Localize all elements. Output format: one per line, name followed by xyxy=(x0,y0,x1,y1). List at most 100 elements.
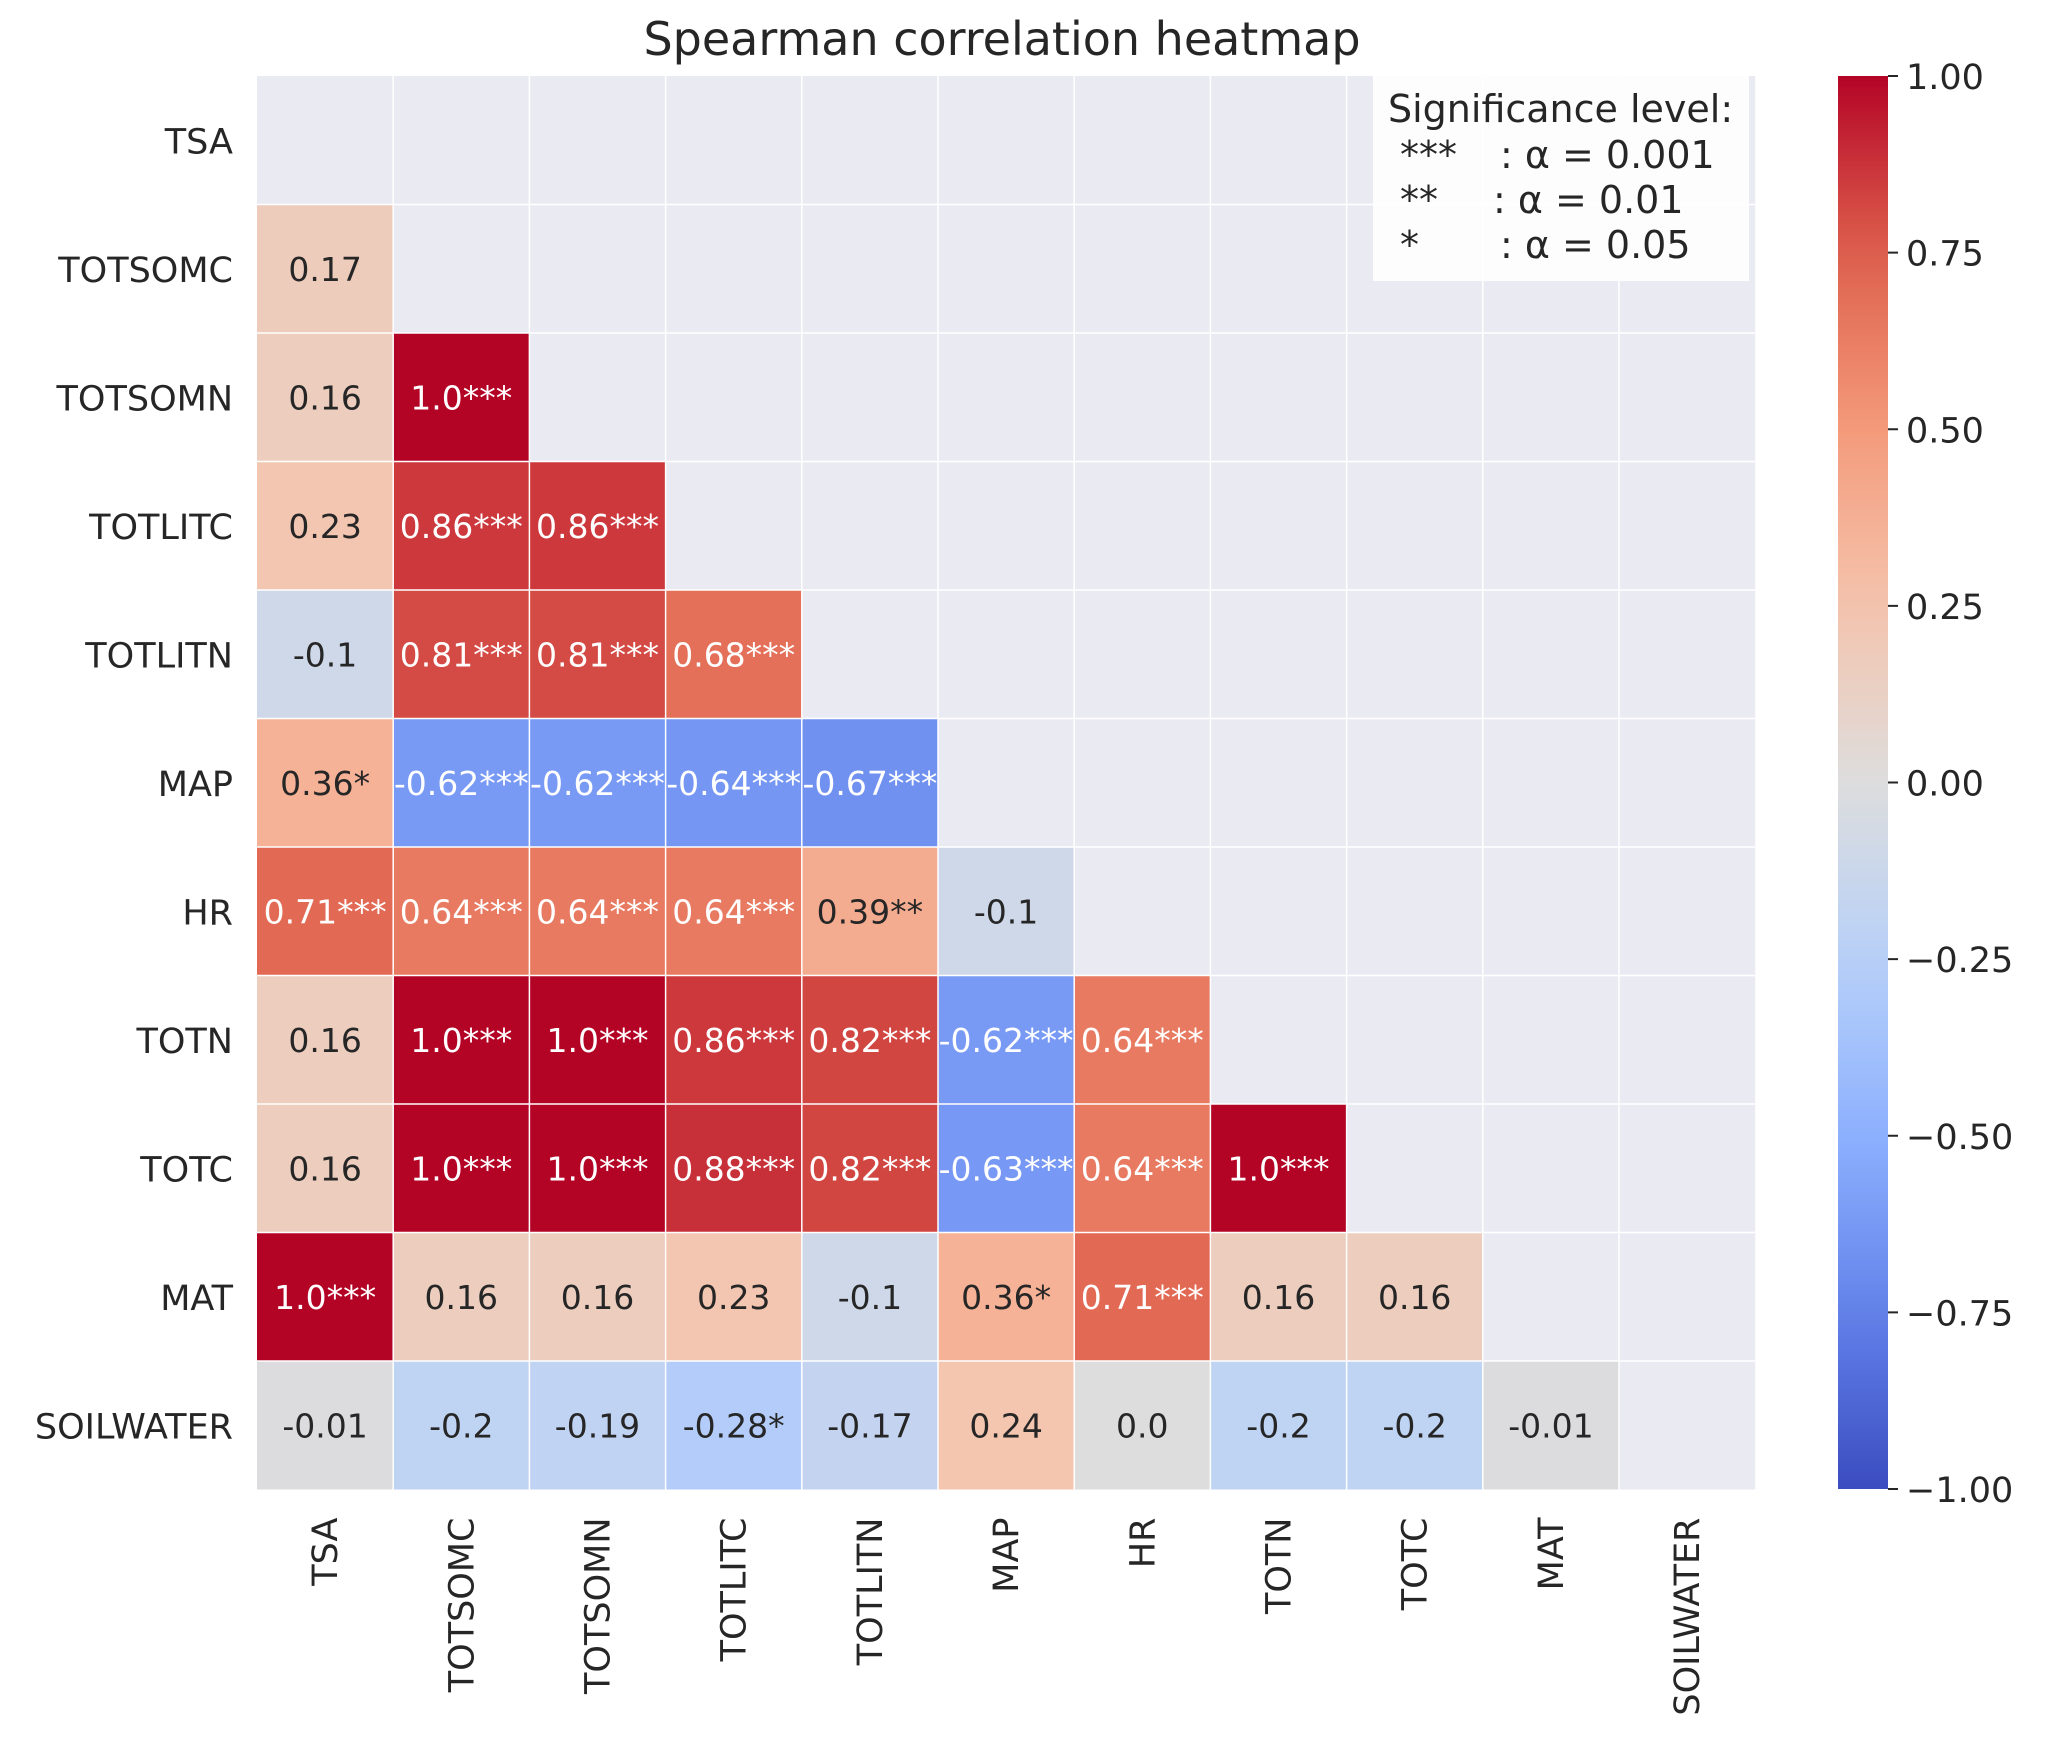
heatmap-cell-totn-hr xyxy=(1074,975,1211,1104)
x-tick-label-totn: TOTN xyxy=(1260,1518,1300,1616)
x-tick-label-totlitn: TOTLITN xyxy=(851,1518,891,1667)
heatmap-cell-map-totlitn xyxy=(801,718,938,847)
cell-label-hr-totlitn: 0.39** xyxy=(817,892,923,931)
colorbar-tick-label: 0.25 xyxy=(1906,588,1984,628)
legend-stars-2: ** xyxy=(1400,178,1438,222)
colorbar-gradient xyxy=(1838,76,1888,1489)
cell-label-soilwater-totsomn: -0.19 xyxy=(555,1406,640,1445)
colorbar-tick-label: 0.50 xyxy=(1906,411,1984,451)
cell-label-soilwater-map: 0.24 xyxy=(969,1406,1042,1445)
heatmap-cell-totc-totlitn xyxy=(801,1104,938,1233)
cell-label-totn-tsa: 0.16 xyxy=(288,1021,361,1060)
cell-label-hr-map: -0.1 xyxy=(974,892,1038,931)
y-tick-label-totlitn: TOTLITN xyxy=(84,636,233,676)
cell-label-soilwater-totsomc: -0.2 xyxy=(429,1406,493,1445)
heatmap-cell-soilwater-totlitn xyxy=(801,1361,938,1490)
y-axis-tick-labels: TSA TOTSOMC TOTSOMN TOTLITC TOTLITN MAP HR TOTN… xyxy=(35,122,234,1447)
cell-label-totc-hr: 0.64*** xyxy=(1081,1149,1204,1188)
heatmap-cell-map-totsomn xyxy=(529,718,666,847)
x-tick-label-totsomn: TOTSOMN xyxy=(579,1518,619,1695)
cell-label-totlitc-totsomc: 0.86*** xyxy=(400,507,523,546)
cell-label-map-totlitc: -0.64*** xyxy=(666,764,801,803)
colorbar: 1.00 0.75 0.50 0.25 0.00 −0.25 −0.50 −0.75 −1.00 xyxy=(1838,58,2013,1511)
heatmap-cell-soilwater-tsa xyxy=(257,1361,394,1490)
heatmap-cell-totn-totsomn xyxy=(529,975,666,1104)
y-tick-label-totsomn: TOTSOMN xyxy=(56,379,233,419)
x-tick-label-tsa: TSA xyxy=(306,1517,346,1586)
legend-stars-1: *** xyxy=(1400,133,1457,177)
colorbar-tick-label: −1.00 xyxy=(1906,1471,2013,1511)
heatmap-cell-totc-map xyxy=(938,1104,1075,1233)
cell-label-totc-totn: 1.0*** xyxy=(1228,1149,1330,1188)
cell-label-totn-hr: 0.64*** xyxy=(1081,1021,1204,1060)
heatmap-cell-hr-totlitc xyxy=(665,847,802,976)
colorbar-tick-label: 0.75 xyxy=(1906,235,1984,275)
cell-label-mat-totsomc: 0.16 xyxy=(425,1278,498,1317)
cell-label-totc-tsa: 0.16 xyxy=(288,1149,361,1188)
heatmap-cell-totsomn-totsomc xyxy=(393,333,530,462)
cell-label-mat-totsomn: 0.16 xyxy=(561,1278,634,1317)
heatmap-cell-totc-totsomn xyxy=(529,1104,666,1233)
cell-label-soilwater-tsa: -0.01 xyxy=(282,1406,367,1445)
y-tick-label-map: MAP xyxy=(158,765,233,805)
colorbar-tick-label: −0.50 xyxy=(1906,1118,2013,1158)
heatmap-cell-totn-map xyxy=(938,975,1075,1104)
heatmap-cell-mat-map xyxy=(938,1232,1075,1361)
y-tick-label-totsomc: TOTSOMC xyxy=(57,251,233,291)
heatmap-cell-totn-totlitn xyxy=(801,975,938,1104)
heatmap-cells xyxy=(257,76,1756,1490)
heatmap-cell-mat-totlitc xyxy=(665,1232,802,1361)
cell-label-soilwater-totc: -0.2 xyxy=(1383,1406,1447,1445)
heatmap-cell-totc-totn xyxy=(1210,1104,1347,1233)
heatmap-cell-soilwater-totsomn xyxy=(529,1361,666,1490)
cell-label-map-totsomn: -0.62*** xyxy=(530,764,665,803)
heatmap-cell-map-totsomc xyxy=(393,718,530,847)
x-tick-label-mat: MAT xyxy=(1532,1517,1572,1590)
y-tick-label-tsa: TSA xyxy=(164,122,233,162)
cell-label-hr-totsomn: 0.64*** xyxy=(536,892,659,931)
cell-label-totlitn-totsomn: 0.81*** xyxy=(536,635,659,674)
y-tick-label-totn: TOTN xyxy=(136,1022,234,1062)
cell-label-totn-totlitc: 0.86*** xyxy=(672,1021,795,1060)
heatmap-cell-mat-totsomn xyxy=(529,1232,666,1361)
y-tick-label-totc: TOTC xyxy=(139,1150,233,1190)
cell-label-mat-tsa: 1.0*** xyxy=(274,1278,376,1317)
heatmap-cell-totc-totlitc xyxy=(665,1104,802,1233)
heatmap-cell-totlitn-tsa xyxy=(257,590,394,719)
legend-text-1: : α = 0.001 xyxy=(1500,133,1715,177)
x-tick-label-totc: TOTC xyxy=(1396,1518,1436,1612)
cell-label-soilwater-hr: 0.0 xyxy=(1116,1406,1168,1445)
cell-label-hr-totlitc: 0.64*** xyxy=(672,892,795,931)
legend-text-3: : α = 0.05 xyxy=(1500,223,1691,267)
heatmap-cell-hr-totsomc xyxy=(393,847,530,976)
cell-label-totsomn-tsa: 0.16 xyxy=(288,378,361,417)
cell-label-totc-totsomn: 1.0*** xyxy=(547,1149,649,1188)
significance-legend: Significance level: *** : α = 0.001 ** :… xyxy=(1373,76,1749,281)
heatmap-cell-soilwater-totsomc xyxy=(393,1361,530,1490)
heatmap-cell-totc-hr xyxy=(1074,1104,1211,1233)
cell-label-totn-totsomc: 1.0*** xyxy=(410,1021,512,1060)
heatmap-cell-totlitn-totsomn xyxy=(529,590,666,719)
cell-label-map-tsa: 0.36* xyxy=(280,764,370,803)
cell-label-totlitc-totsomn: 0.86*** xyxy=(536,507,659,546)
heatmap-cell-hr-tsa xyxy=(257,847,394,976)
cell-label-totc-map: -0.63*** xyxy=(939,1149,1074,1188)
x-tick-label-totsomc: TOTSOMC xyxy=(442,1518,482,1694)
cell-label-mat-hr: 0.71*** xyxy=(1081,1278,1204,1317)
colorbar-tick-label: −0.75 xyxy=(1906,1294,2013,1334)
cell-label-map-totsomc: -0.62*** xyxy=(394,764,529,803)
cell-label-mat-totc: 0.16 xyxy=(1378,1278,1451,1317)
cell-label-mat-totlitc: 0.23 xyxy=(697,1278,770,1317)
cell-label-hr-tsa: 0.71*** xyxy=(264,892,387,931)
heatmap-cell-hr-totlitn xyxy=(801,847,938,976)
x-tick-label-map: MAP xyxy=(987,1518,1027,1593)
heatmap-cell-map-totlitc xyxy=(665,718,802,847)
x-axis-tick-labels: TSA TOTSOMC TOTSOMN TOTLITC TOTLITN MAP HR TOTN… xyxy=(306,1517,1708,1716)
heatmap-cell-soilwater-totc xyxy=(1346,1361,1483,1490)
heatmap-cell-totc-totsomc xyxy=(393,1104,530,1233)
cell-label-totlitc-tsa: 0.23 xyxy=(288,507,361,546)
heatmap-cell-totlitn-totsomc xyxy=(393,590,530,719)
heatmap-cell-totlitn-totlitc xyxy=(665,590,802,719)
